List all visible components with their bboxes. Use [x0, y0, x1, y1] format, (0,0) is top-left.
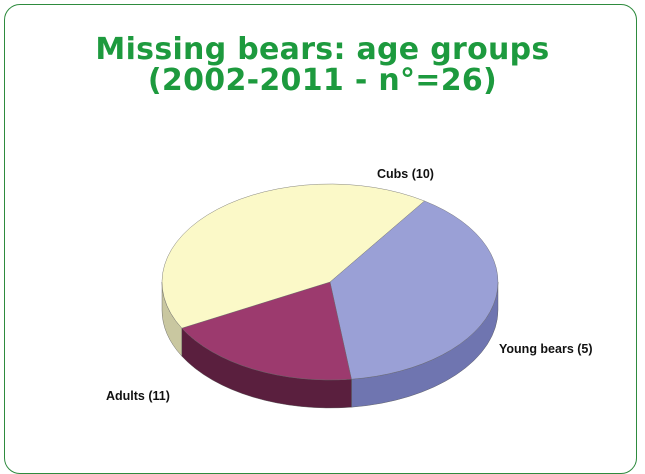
label-adults: Adults (11) — [106, 389, 170, 403]
label-cubs: Cubs (10) — [377, 167, 434, 181]
pie-chart: Cubs (10) Young bears (5) Adults (11) — [106, 167, 593, 409]
chart-title-line1: Missing bears: age groups — [95, 32, 550, 67]
label-young-bears: Young bears (5) — [499, 342, 593, 356]
chart-title: Missing bears: age groups (2002-2011 - n… — [0, 34, 645, 96]
slice-cubs — [329, 200, 499, 380]
slice-adults — [161, 183, 425, 329]
slice-young-bears — [181, 281, 352, 381]
chart-title-line2: (2002-2011 - n°=26) — [147, 63, 498, 98]
pie-slices — [161, 183, 499, 381]
